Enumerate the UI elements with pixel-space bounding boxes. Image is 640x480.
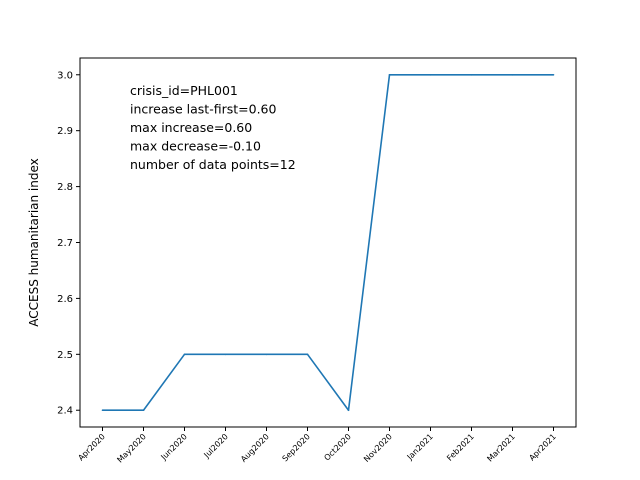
data-point: [429, 73, 432, 76]
series-line: [102, 73, 554, 412]
y-axis-label: ACCESS humanitarian index: [27, 158, 41, 327]
data-point: [347, 409, 350, 412]
x-tick-label: Jul2020: [202, 432, 230, 460]
data-point: [183, 353, 186, 356]
plot-area: [80, 58, 576, 427]
x-tick-label: May2020: [115, 432, 147, 464]
x-tick-label: Feb2021: [445, 432, 476, 463]
series-layer: [101, 73, 555, 412]
y-tick-label: 3.0: [57, 70, 73, 81]
x-tick-label: Aug2020: [239, 432, 271, 464]
x-axis: Apr2020 May2020 Jun2020 Jul2020 Aug2020 Sep20…: [76, 427, 558, 465]
x-tick-label: Jun2020: [159, 432, 189, 462]
data-point: [101, 409, 104, 412]
y-axis: 2.4 2.5 2.6 2.7 2.8 2.9 3.0: [57, 70, 80, 417]
x-tick-label: Jan2021: [405, 432, 435, 462]
x-tick-label: Nov2020: [362, 432, 394, 464]
y-tick-label: 2.5: [57, 350, 73, 361]
data-point: [388, 73, 391, 76]
y-tick-label: 2.6: [57, 294, 73, 305]
y-tick-label: 2.8: [57, 182, 73, 193]
annotation-line: increase last-first=0.60: [130, 102, 276, 117]
y-tick-label: 2.9: [57, 126, 73, 137]
data-point: [470, 73, 473, 76]
x-tick-label: Apr2020: [76, 432, 107, 463]
annotation-line: max increase=0.60: [130, 120, 252, 135]
x-tick-label: Oct2020: [322, 432, 353, 463]
data-point: [306, 353, 309, 356]
y-tick-label: 2.4: [57, 406, 73, 417]
annotation-line: number of data points=12: [130, 157, 296, 172]
data-point: [511, 73, 514, 76]
data-point: [265, 353, 268, 356]
data-point: [224, 353, 227, 356]
x-tick-label: Apr2021: [527, 432, 558, 463]
annotation-block: crisis_id=PHL001 increase last-first=0.60…: [130, 83, 296, 172]
plot-frame: [79, 57, 577, 428]
data-point: [552, 73, 555, 76]
x-tick-label: Mar2021: [485, 432, 516, 463]
annotation-line: max decrease=-0.10: [130, 139, 261, 154]
y-tick-label: 2.7: [57, 238, 73, 249]
data-point: [142, 409, 145, 412]
x-tick-label: Sep2020: [280, 432, 311, 463]
annotation-line: crisis_id=PHL001: [130, 83, 238, 98]
